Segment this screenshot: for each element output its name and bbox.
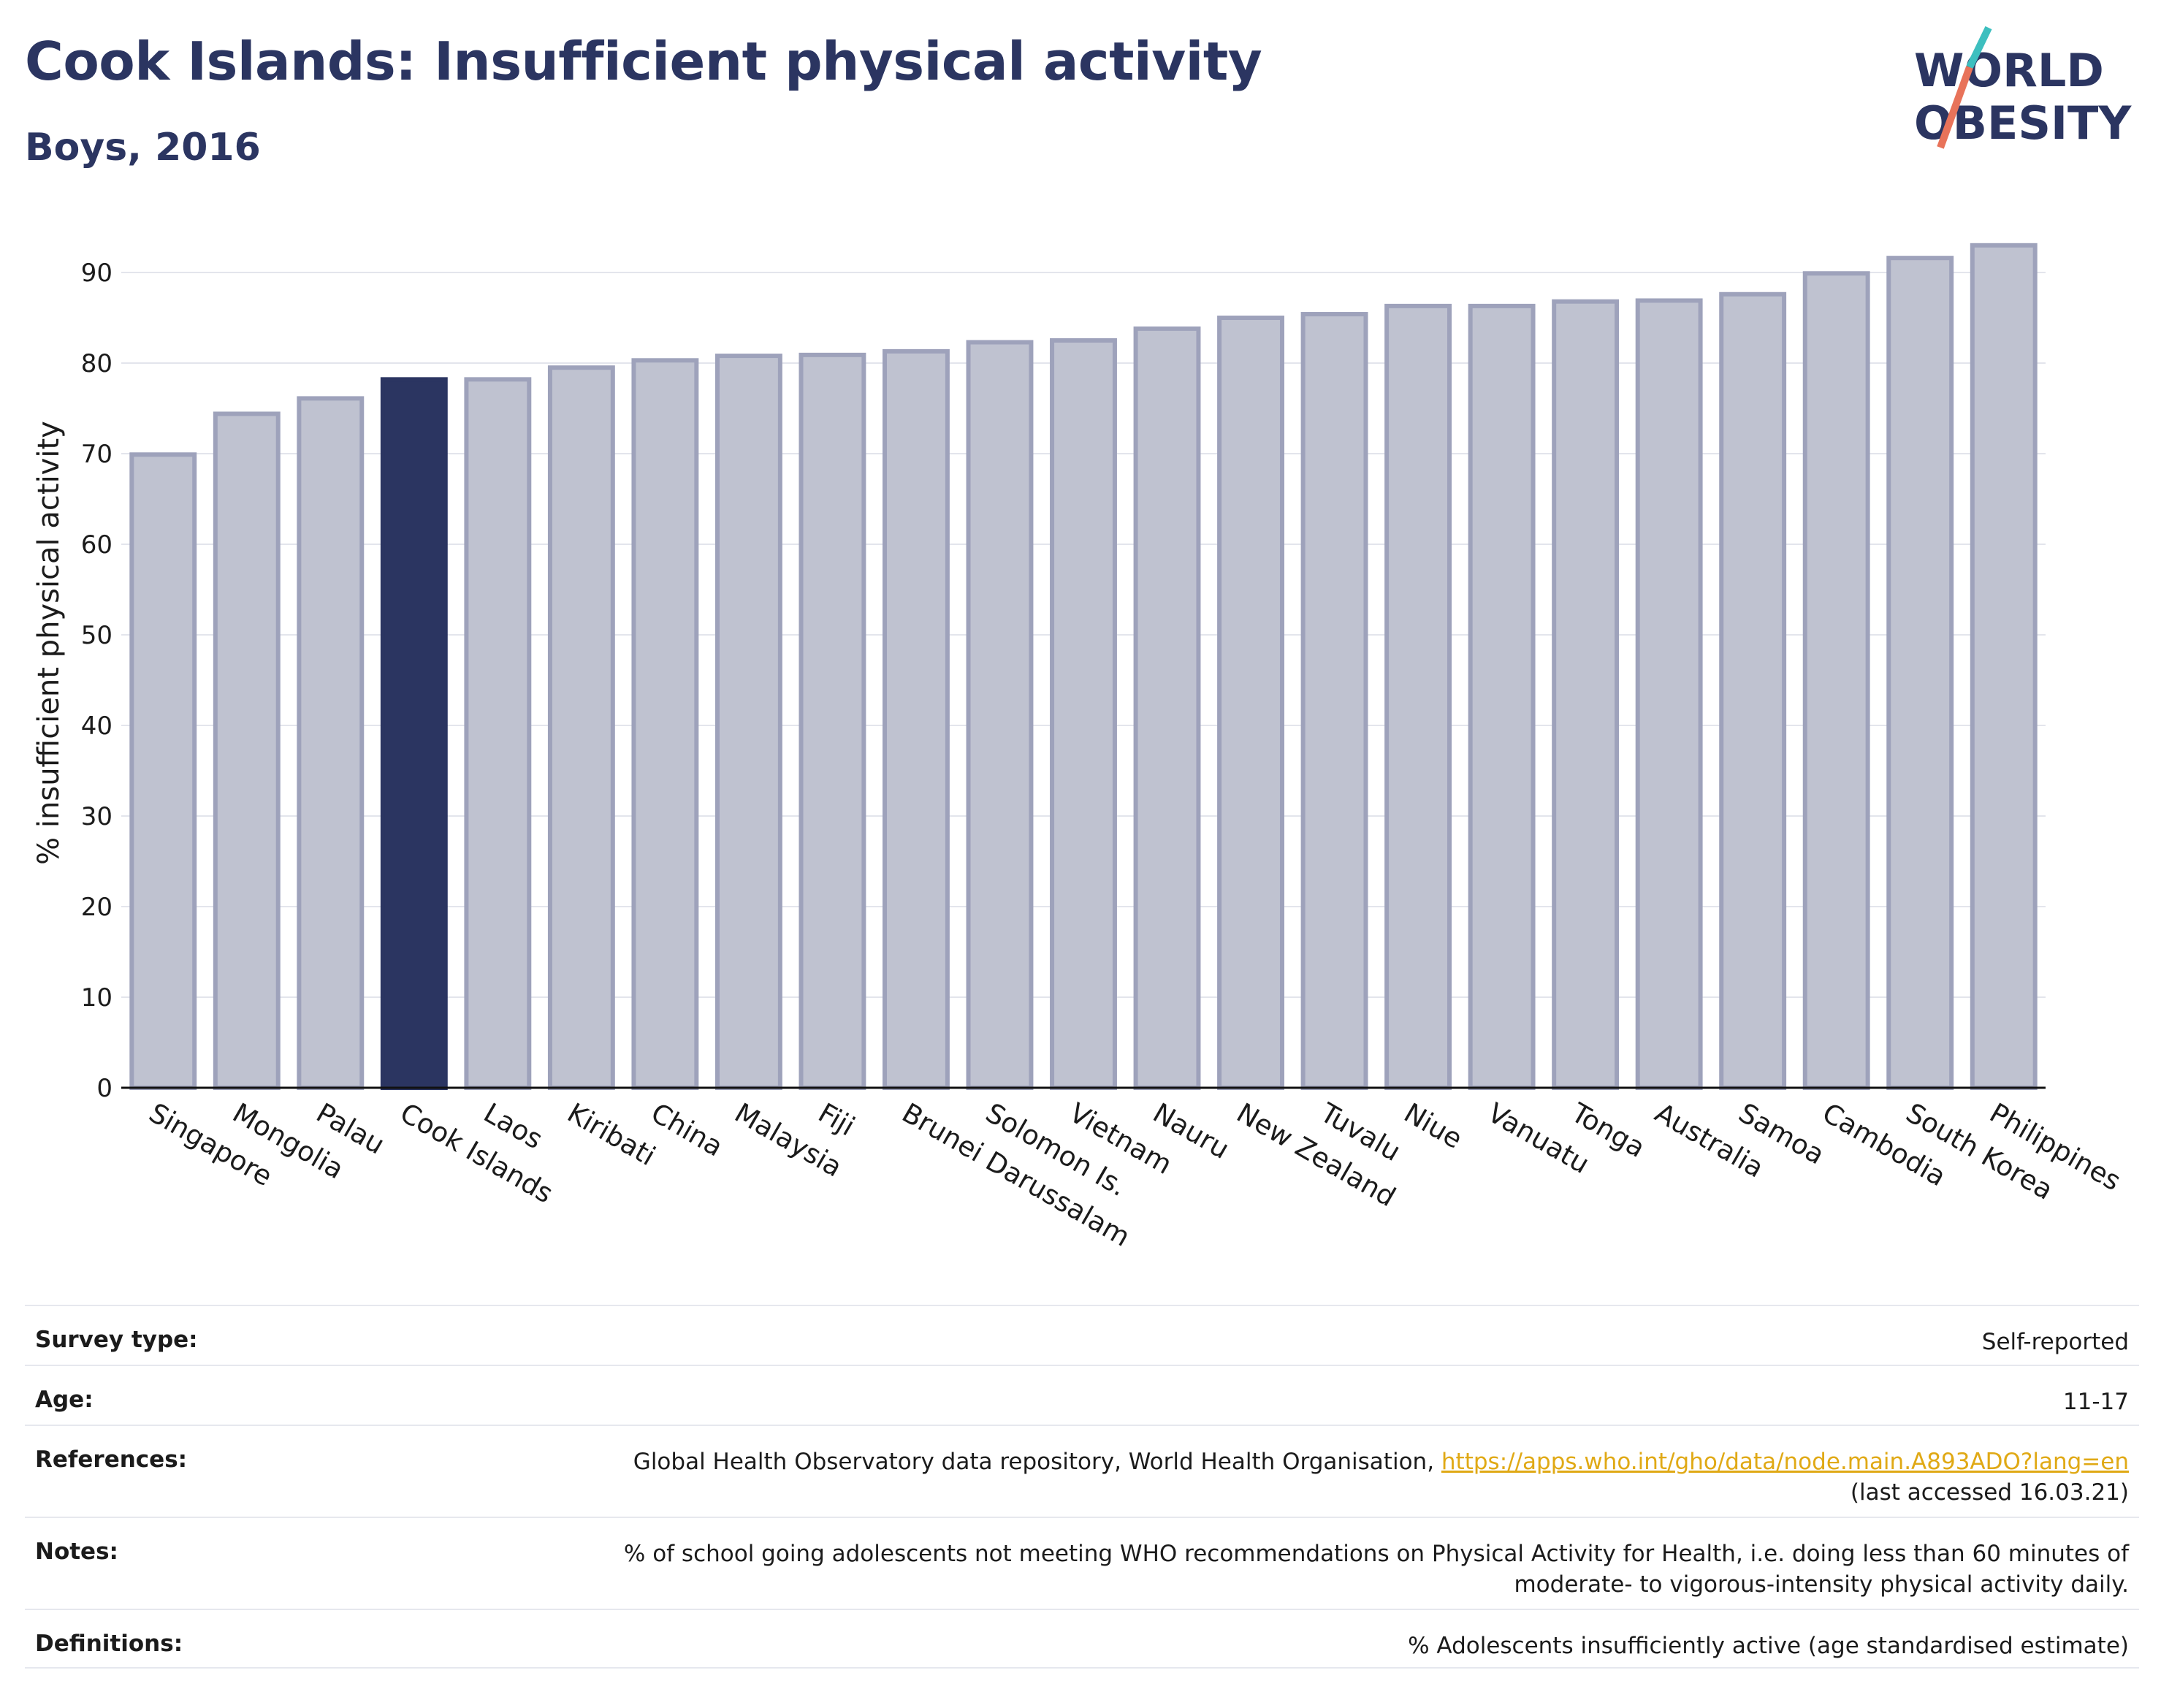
bar <box>1886 256 1954 1090</box>
meta-row-survey-type: Survey type: Self-reported <box>25 1305 2139 1365</box>
bar <box>1719 291 1787 1090</box>
bar-highlighted <box>380 377 448 1090</box>
x-tick-label: Cook Islands <box>395 1097 558 1210</box>
y-tick-label: 30 <box>81 802 113 831</box>
reference-text: Global Health Observatory data repositor… <box>633 1449 1441 1475</box>
bar <box>1970 243 2038 1090</box>
bar <box>1384 303 1452 1090</box>
meta-label: References: <box>35 1446 188 1473</box>
meta-row-age: Age: 11-17 <box>25 1365 2139 1425</box>
bar <box>297 396 365 1090</box>
x-tick-label: Kiribati <box>562 1097 660 1173</box>
meta-label: Age: <box>35 1387 94 1413</box>
y-tick-label: 70 <box>81 440 113 469</box>
meta-value: Global Health Observatory data repositor… <box>633 1446 2129 1508</box>
logo-slash-bottom <box>1937 66 1973 149</box>
bar <box>799 352 866 1090</box>
bar <box>1468 303 1536 1090</box>
bars <box>129 243 2038 1091</box>
x-tick-label: Niue <box>1399 1097 1468 1155</box>
bar <box>464 377 532 1090</box>
bar <box>883 348 950 1090</box>
reference-accessed: (last accessed 16.03.21) <box>1850 1479 2129 1506</box>
bar <box>1552 299 1620 1090</box>
bar <box>1217 316 1284 1090</box>
notes-line2: moderate- to vigorous-intensity physical… <box>1514 1571 2129 1598</box>
bar <box>1300 312 1368 1090</box>
meta-row-definitions: Definitions: % Adolescents insufficientl… <box>25 1609 2139 1669</box>
chart-subtitle: Boys, 2016 <box>25 126 261 169</box>
bar <box>547 365 615 1090</box>
meta-row-notes: Notes: % of school going adolescents not… <box>25 1517 2139 1609</box>
meta-value: % of school going adolescents not meetin… <box>624 1539 2129 1600</box>
bar <box>1802 271 1870 1090</box>
logo-line1: WORLD <box>1914 44 2104 97</box>
meta-value: 11-17 <box>2062 1389 2129 1415</box>
chart-title: Cook Islands: Insufficient physical acti… <box>25 31 1262 92</box>
y-tick-label: 50 <box>81 621 113 650</box>
meta-row-references: References: Global Health Observatory da… <box>25 1425 2139 1517</box>
bar-chart: 0 10 20 30 40 50 60 70 80 90 SingaporeMongoliaPal… <box>32 243 2127 1253</box>
meta-value: % Adolescents insufficiently active (age… <box>1408 1633 2129 1659</box>
y-axis-label: % insufficient physical activity <box>32 421 66 865</box>
y-tick-label: 80 <box>81 349 113 378</box>
notes-line1: % of school going adolescents not meetin… <box>623 1541 2129 1567</box>
y-tick-label: 60 <box>81 530 113 560</box>
bar <box>1133 326 1201 1090</box>
bar <box>1050 338 1117 1090</box>
y-tick-label: 90 <box>81 259 113 288</box>
reference-link[interactable]: https://apps.who.int/gho/data/node.main.… <box>1441 1449 2129 1475</box>
bar <box>714 354 782 1090</box>
meta-label: Notes: <box>35 1539 118 1565</box>
bar <box>631 358 699 1090</box>
y-tick-label: 40 <box>81 712 113 741</box>
logo-slash-top <box>1966 26 1992 69</box>
meta-value: Self-reported <box>1981 1329 2129 1355</box>
bar <box>213 411 281 1090</box>
y-tick-label: 20 <box>81 893 113 922</box>
bar <box>129 452 197 1090</box>
x-tick-label: China <box>646 1097 728 1163</box>
x-tick-label: Fiji <box>813 1097 860 1143</box>
bar <box>966 340 1034 1091</box>
bar <box>1635 298 1703 1091</box>
y-tick-labels: 0 10 20 30 40 50 60 70 80 90 <box>81 259 113 1103</box>
world-obesity-logo: WORLD OBESITY <box>1914 26 2132 150</box>
y-tick-label: 0 <box>96 1074 113 1103</box>
meta-label: Survey type: <box>35 1327 198 1353</box>
meta-label: Definitions: <box>35 1631 183 1657</box>
y-tick-label: 10 <box>81 983 113 1013</box>
metadata-table: Survey type: Self-reported Age: 11-17 Re… <box>25 1305 2139 1669</box>
